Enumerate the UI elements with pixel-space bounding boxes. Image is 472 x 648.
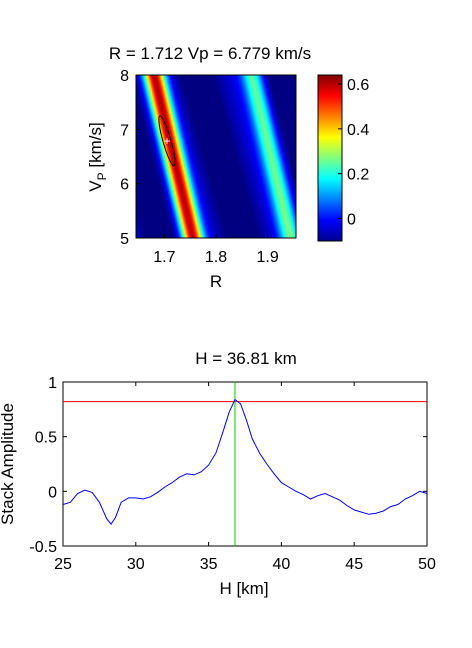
- heatmap-ylabel-units: [km/s]: [86, 122, 105, 172]
- heatmap-xtick-label: 1.9: [256, 249, 278, 266]
- heatmap-ytick-label: 5: [120, 231, 129, 248]
- colorbar: 0 0.2 0.4 0.6: [317, 74, 369, 242]
- stack-amplitude-series: [62, 398, 428, 525]
- heatmap-title: R = 1.712 Vp = 6.779 km/s: [109, 44, 311, 63]
- line-ytick-label: 1: [48, 375, 57, 392]
- heatmap-image: [136, 75, 296, 238]
- line-chart: 25 30 35 40 45 50 -0.5 0 0.5 1: [29, 375, 436, 573]
- colorbar-tick-label: 0.4: [347, 122, 369, 139]
- colorbar-ticks: 0 0.2 0.4 0.6: [338, 77, 369, 229]
- heatmap-xtick-label: 1.7: [153, 249, 175, 266]
- colorbar-tick-label: 0.6: [347, 77, 369, 94]
- heatmap-axes: 1.7 1.8 1.9 5 6 7 8: [120, 68, 279, 266]
- max-contour: +: [158, 115, 176, 167]
- line-xtick-label: 30: [127, 556, 145, 573]
- line-xtick-label: 50: [418, 556, 436, 573]
- svg-text:VP [km/s]: VP [km/s]: [86, 122, 109, 191]
- line-frame: [62, 381, 428, 547]
- max-contour-ellipse: [158, 115, 176, 167]
- line-xtick-label: 25: [54, 556, 72, 573]
- heatmap-xlabel: R: [210, 272, 222, 291]
- line-ytick-label: 0.5: [35, 430, 57, 447]
- colorbar-tick-label: 0: [347, 212, 356, 229]
- line-ylabel: Stack Amplitude: [0, 403, 17, 525]
- line-ytick-label: 0: [48, 484, 57, 501]
- line-xtick-label: 45: [345, 556, 363, 573]
- line-ytick-label: -0.5: [29, 539, 57, 556]
- line-title: H = 36.81 km: [195, 349, 297, 368]
- heatmap-ytick-label: 6: [120, 177, 129, 194]
- max-marker: +: [163, 134, 170, 148]
- colorbar-tick-label: 0.2: [347, 167, 369, 184]
- colorbar-gradient: [317, 74, 343, 242]
- heatmap-ylabel: VP [km/s]: [86, 122, 109, 191]
- line-axes: 25 30 35 40 45 50 -0.5 0 0.5 1: [29, 375, 436, 573]
- heatmap: + 1.7 1.8 1.9 5 6 7 8: [120, 68, 297, 266]
- line-xtick-label: 40: [273, 556, 291, 573]
- line-xtick-label: 35: [200, 556, 218, 573]
- heatmap-ylabel-sub: P: [95, 172, 109, 180]
- line-xlabel: H [km]: [219, 579, 268, 598]
- heatmap-ylabel-main: V: [86, 180, 105, 192]
- heatmap-xtick-label: 1.8: [205, 249, 227, 266]
- heatmap-ytick-label: 7: [120, 122, 129, 139]
- heatmap-ytick-label: 8: [120, 68, 129, 85]
